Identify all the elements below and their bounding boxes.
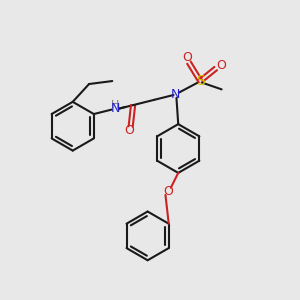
Text: N: N	[110, 102, 120, 115]
Text: H: H	[111, 100, 119, 110]
Text: O: O	[182, 51, 192, 64]
Text: S: S	[196, 74, 205, 88]
Text: O: O	[124, 124, 134, 137]
Text: O: O	[163, 185, 173, 198]
Text: O: O	[216, 59, 226, 72]
Text: N: N	[171, 88, 181, 101]
